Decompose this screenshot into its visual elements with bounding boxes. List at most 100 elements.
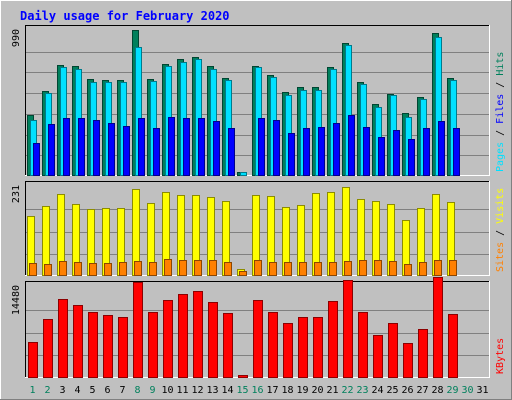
bar-pages-day-21 bbox=[333, 123, 340, 176]
legend-entry: / bbox=[495, 76, 506, 94]
bar-sites-day-7 bbox=[119, 262, 127, 276]
bar-sites-day-18 bbox=[284, 262, 292, 276]
bar-pages-day-23 bbox=[363, 127, 370, 176]
x-tick-label-day-31: 31 bbox=[476, 385, 488, 396]
bar-kbytes-day-2 bbox=[43, 319, 53, 378]
panel-max-label: 14480 bbox=[11, 285, 22, 315]
bar-sites-day-10 bbox=[164, 259, 172, 276]
x-tick-label-day-24: 24 bbox=[371, 385, 383, 396]
bar-kbytes-day-23 bbox=[358, 312, 368, 378]
bar-kbytes-day-9 bbox=[148, 312, 158, 378]
bar-kbytes-day-15 bbox=[238, 375, 248, 378]
bar-kbytes-day-3 bbox=[58, 299, 68, 378]
bar-sites-day-3 bbox=[59, 261, 67, 276]
bar-pages-day-29 bbox=[453, 128, 460, 176]
panel-hits-files-pages: 990 Pages / Files / Hits bbox=[11, 25, 506, 176]
bar-pages-day-24 bbox=[378, 137, 385, 176]
bar-sites-day-16 bbox=[254, 260, 262, 276]
bar-pages-day-17 bbox=[273, 120, 280, 176]
bar-sites-day-11 bbox=[179, 260, 187, 276]
panel-max-label: 231 bbox=[11, 185, 22, 203]
x-tick-label-day-30: 30 bbox=[461, 385, 473, 396]
bar-sites-day-23 bbox=[359, 260, 367, 276]
panel-visits-sites: 231 Sites / Visits bbox=[11, 181, 506, 276]
x-tick-label-day-4: 4 bbox=[74, 385, 80, 396]
bar-sites-day-26 bbox=[404, 264, 412, 276]
bar-kbytes-day-21 bbox=[328, 301, 338, 378]
x-tick-label-day-1: 1 bbox=[29, 385, 35, 396]
bar-pages-day-10 bbox=[168, 117, 175, 176]
bar-sites-day-4 bbox=[74, 262, 82, 276]
x-tick-label-day-27: 27 bbox=[416, 385, 428, 396]
bar-pages-day-7 bbox=[123, 126, 130, 176]
x-tick-label-day-26: 26 bbox=[401, 385, 413, 396]
x-tick-label-day-12: 12 bbox=[191, 385, 203, 396]
x-tick-label-day-19: 19 bbox=[296, 385, 308, 396]
bar-sites-day-20 bbox=[314, 262, 322, 276]
x-tick-label-day-6: 6 bbox=[104, 385, 110, 396]
bar-pages-day-2 bbox=[48, 124, 55, 176]
bar-pages-day-14 bbox=[228, 128, 235, 176]
bar-pages-day-28 bbox=[438, 121, 445, 176]
bar-kbytes-day-22 bbox=[343, 280, 353, 378]
bar-sites-day-17 bbox=[269, 262, 277, 276]
bar-pages-day-18 bbox=[288, 133, 295, 176]
bar-files-day-15 bbox=[240, 172, 247, 176]
x-tick-label-day-28: 28 bbox=[431, 385, 443, 396]
x-tick-label-day-18: 18 bbox=[281, 385, 293, 396]
bar-kbytes-day-4 bbox=[73, 305, 83, 378]
bar-pages-day-12 bbox=[198, 118, 205, 176]
bar-pages-day-5 bbox=[93, 120, 100, 176]
x-tick-label-day-22: 22 bbox=[341, 385, 353, 396]
bar-sites-day-29 bbox=[449, 260, 457, 276]
bar-sites-day-27 bbox=[419, 262, 427, 276]
bar-sites-day-2 bbox=[44, 264, 52, 276]
bar-pages-day-16 bbox=[258, 118, 265, 176]
legend-entry: KBytes bbox=[495, 338, 506, 374]
x-tick-label-day-29: 29 bbox=[446, 385, 458, 396]
bar-kbytes-day-29 bbox=[448, 314, 458, 378]
bar-pages-day-6 bbox=[108, 123, 115, 176]
x-tick-label-day-5: 5 bbox=[89, 385, 95, 396]
bar-sites-day-19 bbox=[299, 262, 307, 276]
bar-kbytes-day-17 bbox=[268, 312, 278, 378]
bar-kbytes-day-18 bbox=[283, 323, 293, 378]
bar-pages-day-25 bbox=[393, 130, 400, 176]
x-tick-label-day-3: 3 bbox=[59, 385, 65, 396]
chart-panels: 990 Pages / Files / Hits 231 Sites / Visits… bbox=[11, 25, 506, 378]
bar-pages-day-11 bbox=[183, 118, 190, 176]
bar-pages-day-22 bbox=[348, 115, 355, 176]
bar-kbytes-day-16 bbox=[253, 300, 263, 378]
bar-pages-day-13 bbox=[213, 121, 220, 176]
legend-entry: Files bbox=[495, 94, 506, 124]
x-tick-label-day-16: 16 bbox=[251, 385, 263, 396]
bar-kbytes-day-11 bbox=[178, 294, 188, 378]
bar-kbytes-day-20 bbox=[313, 317, 323, 378]
legend-entry: Visits bbox=[495, 188, 506, 224]
bar-sites-day-5 bbox=[89, 263, 97, 276]
bar-sites-day-9 bbox=[149, 262, 157, 276]
bar-sites-day-25 bbox=[389, 261, 397, 276]
bar-pages-day-27 bbox=[423, 128, 430, 176]
panel-max-label: 990 bbox=[11, 29, 22, 47]
bar-pages-day-19 bbox=[303, 128, 310, 176]
bar-pages-day-1 bbox=[33, 143, 40, 176]
bar-kbytes-day-28 bbox=[433, 277, 443, 378]
x-tick-label-day-20: 20 bbox=[311, 385, 323, 396]
bar-pages-day-3 bbox=[63, 118, 70, 176]
x-tick-label-day-13: 13 bbox=[206, 385, 218, 396]
bar-kbytes-day-1 bbox=[28, 342, 38, 378]
bar-sites-day-13 bbox=[209, 260, 217, 276]
x-tick-label-day-10: 10 bbox=[161, 385, 173, 396]
bar-kbytes-day-25 bbox=[388, 323, 398, 378]
bar-sites-day-28 bbox=[434, 260, 442, 276]
bar-sites-day-14 bbox=[224, 262, 232, 276]
x-tick-label-day-9: 9 bbox=[149, 385, 155, 396]
panel-legend: Sites / Visits bbox=[495, 188, 506, 272]
chart-title: Daily usage for February 2020 bbox=[20, 9, 230, 23]
x-tick-label-day-2: 2 bbox=[44, 385, 50, 396]
bar-sites-day-15 bbox=[239, 271, 247, 276]
bar-pages-day-9 bbox=[153, 128, 160, 176]
bar-sites-day-22 bbox=[344, 261, 352, 276]
